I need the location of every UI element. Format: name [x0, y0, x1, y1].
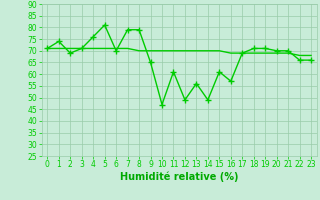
- X-axis label: Humidité relative (%): Humidité relative (%): [120, 172, 238, 182]
